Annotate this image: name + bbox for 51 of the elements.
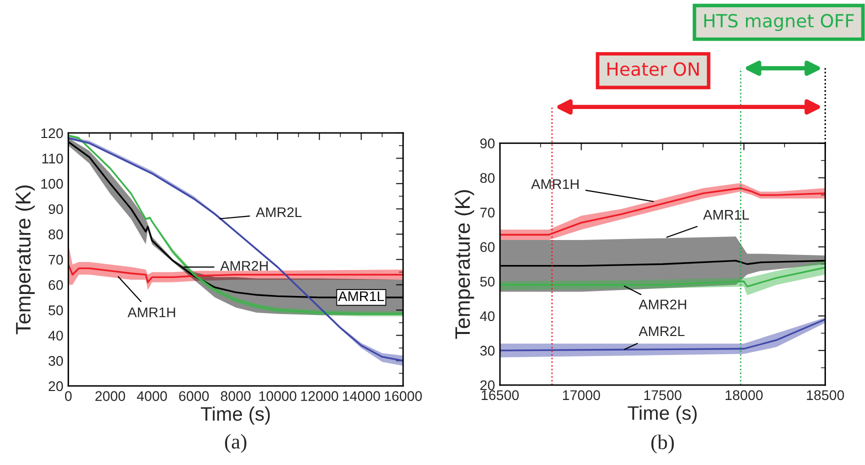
line-series: [500, 266, 826, 288]
x-tick-label: 10000: [259, 391, 296, 402]
x-tick-label: 4000: [136, 391, 167, 402]
ref-line-label: HTS magnet OFF: [704, 14, 854, 32]
y-tick-label: 90: [48, 204, 63, 214]
annotation: AMR2L: [256, 207, 302, 218]
annotation: AMR2H: [220, 260, 268, 271]
y-tick-label: 30: [48, 356, 63, 366]
y-tick-label: 80: [480, 173, 495, 183]
y-tick-label: 70: [48, 254, 63, 265]
x-tick-label: 17500: [644, 390, 682, 400]
x-tick-label: 12000: [301, 391, 338, 402]
x-tick-label: 2000: [95, 391, 126, 402]
annotation: AMR1L: [703, 210, 749, 220]
ref-line-label: Heater ON: [607, 62, 699, 76]
x-tick-label: 14000: [342, 391, 380, 402]
text: (b): [651, 434, 674, 454]
annotation: AMR1H: [128, 308, 176, 318]
annotation: AMR2L: [638, 326, 684, 336]
annotation: AMR1H: [531, 179, 579, 189]
x-tick-label: 17000: [563, 390, 600, 400]
text: (a): [225, 434, 246, 453]
y-tick-label: 70: [480, 208, 495, 218]
x-tick-label: 16500: [482, 390, 519, 400]
x-axis-title: Time (s): [628, 406, 697, 424]
x-axis-title: Time (s): [200, 406, 270, 425]
y-tick-label: 60: [48, 280, 63, 290]
x-tick-label: 16000: [384, 391, 422, 402]
y-tick-label: 60: [480, 242, 495, 252]
x-tick-label: 18500: [806, 390, 844, 400]
y-tick-label: 30: [480, 346, 495, 356]
x-tick-label: 8000: [220, 391, 251, 402]
y-tick-label: 90: [480, 138, 495, 148]
y-tick-label: 20: [480, 380, 495, 390]
x-tick-label: 0: [65, 391, 72, 402]
y-axis-title: Temperature (K): [454, 190, 474, 339]
y-tick-label: 50: [480, 276, 495, 287]
x-tick-label: 18000: [726, 390, 763, 400]
line-series: [500, 318, 826, 352]
y-tick-label: 80: [48, 230, 63, 240]
y-tick-label: 20: [48, 381, 63, 392]
annotation: AMR2H: [638, 300, 686, 310]
x-tick-label: 6000: [179, 391, 209, 402]
y-tick-label: 120: [41, 128, 63, 138]
y-tick-label: 40: [48, 330, 63, 341]
annotation: AMR1L: [338, 291, 384, 302]
y-tick-label: 50: [48, 305, 63, 316]
y-tick-label: 110: [42, 154, 63, 164]
y-tick-label: 100: [41, 178, 63, 189]
y-tick-label: 40: [480, 311, 495, 322]
y-axis-title: Temperature (K): [15, 186, 35, 334]
